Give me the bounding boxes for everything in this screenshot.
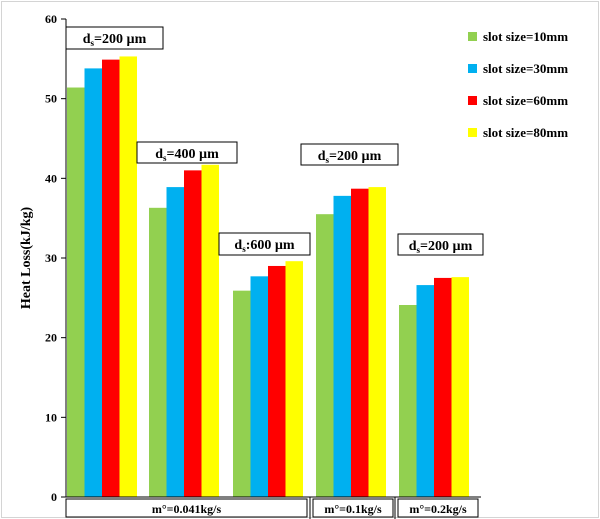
annotation-subscript: s <box>163 153 167 163</box>
flow-rate-box <box>312 498 394 518</box>
diameter-annotation-label: ds=400 µm <box>155 147 219 163</box>
flow-rate-box <box>397 498 479 518</box>
legend-label: slot size=80mm <box>483 125 568 140</box>
bar <box>268 265 286 497</box>
diameter-annotation-label: ds:600 µm <box>234 238 295 254</box>
bar <box>451 277 469 497</box>
annotation-subscript: s <box>326 155 330 165</box>
bar <box>233 290 251 497</box>
diameter-annotation-label: ds=200 µm <box>409 239 473 255</box>
y-tick-label: 20 <box>45 331 57 345</box>
flow-rate-label: m°=0.041kg/s <box>152 502 222 516</box>
y-tick-label: 30 <box>45 251 57 265</box>
diameter-annotation-box <box>136 141 238 164</box>
bar <box>166 187 184 497</box>
bar <box>250 276 268 497</box>
y-tick-label: 50 <box>45 92 57 106</box>
annotation-value: =200 µm <box>94 32 147 47</box>
annotation-symbol: d <box>155 147 163 162</box>
diameter-annotation-label: ds=200 µm <box>318 149 382 165</box>
bar <box>149 207 167 497</box>
bar <box>316 214 334 497</box>
y-tick-label: 40 <box>45 171 57 185</box>
y-tick-label: 10 <box>45 410 57 424</box>
legend-label: slot size=10mm <box>483 29 568 44</box>
flow-rate-box <box>65 498 308 518</box>
flow-rate-label: m°=0.1kg/s <box>324 502 382 516</box>
bar <box>416 285 434 497</box>
annotation-symbol: d <box>234 238 242 253</box>
legend-swatch <box>468 32 477 41</box>
legend-label: slot size=60mm <box>483 93 568 108</box>
bar <box>351 188 369 497</box>
legend-label: slot size=30mm <box>483 61 568 76</box>
flow-rate-label: m°=0.2kg/s <box>409 502 467 516</box>
bar <box>399 305 417 497</box>
legend-swatch <box>468 64 477 73</box>
bar <box>184 170 202 497</box>
bar <box>368 187 386 497</box>
legend-swatch <box>468 128 477 137</box>
annotation-value: =200 µm <box>329 149 382 164</box>
bar <box>119 56 137 498</box>
diameter-annotation-box <box>218 232 311 256</box>
y-tick-label: 60 <box>45 12 57 26</box>
bar <box>201 164 219 498</box>
bar <box>84 68 102 497</box>
bar <box>285 261 303 497</box>
annotation-value: :600 µm <box>246 238 295 253</box>
diameter-annotation-box <box>397 233 484 256</box>
bar <box>434 277 452 497</box>
annotation-symbol: d <box>83 32 91 47</box>
bar <box>102 59 120 497</box>
diameter-annotation-box <box>300 143 399 166</box>
annotation-value: =400 µm <box>167 147 220 162</box>
legend-swatch <box>468 96 477 105</box>
y-axis-title: Heat Loss(kJ/kg) <box>19 207 34 310</box>
annotation-subscript: s <box>242 244 246 254</box>
bar <box>67 87 85 497</box>
y-tick-label: 0 <box>51 490 57 504</box>
bar <box>333 195 351 498</box>
annotation-symbol: d <box>318 149 326 164</box>
annotation-value: =200 µm <box>420 239 473 254</box>
diameter-annotation-label: ds=200 µm <box>83 32 147 48</box>
annotation-subscript: s <box>417 245 421 255</box>
annotation-subscript: s <box>91 38 95 48</box>
diameter-annotation-box <box>65 26 164 50</box>
annotation-symbol: d <box>409 239 417 254</box>
